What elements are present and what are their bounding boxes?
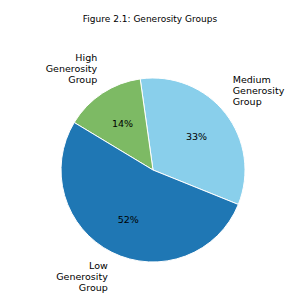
slice-label: LowGenerosityGroup — [56, 260, 108, 293]
title: Figure 2.1: Generosity Groups — [83, 14, 218, 24]
data-label: 14% — [112, 118, 133, 129]
slice-label-line: Group — [68, 74, 97, 85]
slice-label-line: Generosity — [56, 271, 108, 282]
slice-label-line: Generosity — [233, 85, 285, 96]
slice-label: HighGenerosityGroup — [46, 52, 98, 85]
slice-label-line: Group — [233, 96, 262, 107]
slice — [61, 122, 238, 262]
background — [0, 0, 300, 300]
slice-label-line: Group — [79, 282, 108, 293]
chart: Figure 2.1: Generosity Groups33%MediumGe… — [0, 0, 300, 300]
slice-label-line: Generosity — [46, 63, 98, 74]
data-label: 52% — [118, 214, 139, 225]
slice-label-line: Low — [89, 260, 108, 271]
slice-label-line: Medium — [233, 74, 271, 85]
slice-label-line: High — [75, 52, 97, 63]
slice-label: MediumGenerosityGroup — [233, 74, 285, 107]
slices — [61, 78, 245, 262]
data-label: 33% — [186, 131, 207, 142]
